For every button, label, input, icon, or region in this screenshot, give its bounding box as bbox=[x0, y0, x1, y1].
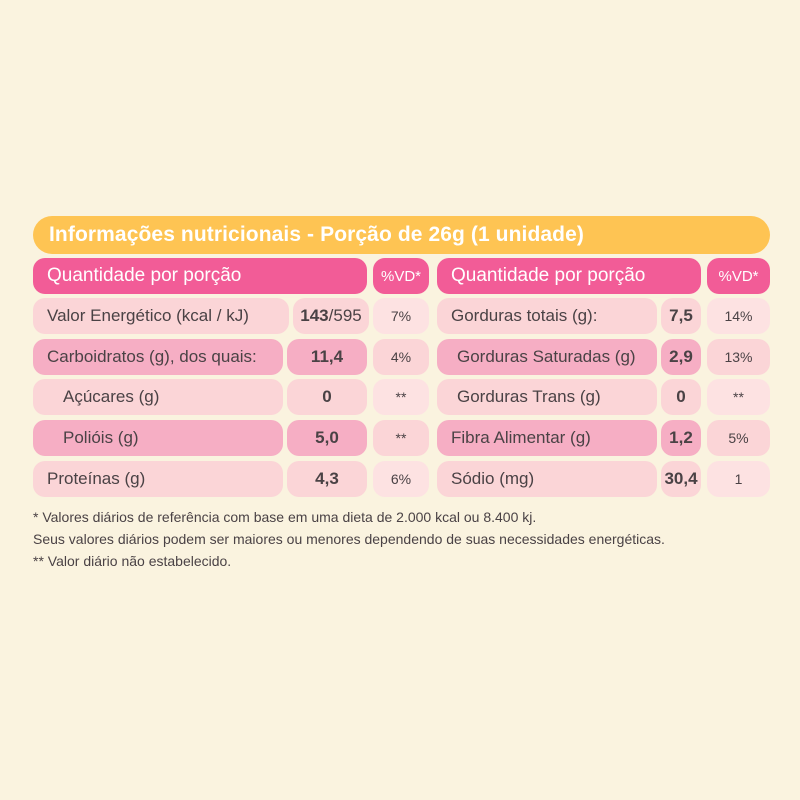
table-row-value: 143/595 bbox=[293, 298, 369, 334]
table-row-vd: 6% bbox=[373, 461, 429, 497]
footnotes: * Valores diários de referência com base… bbox=[33, 506, 773, 572]
table-row-label: Sódio (mg) bbox=[437, 461, 657, 497]
table-row-value: 2,9 bbox=[661, 339, 701, 375]
value-rest: /595 bbox=[328, 306, 362, 325]
table-row-label: Polióis (g) bbox=[33, 420, 283, 456]
table-title: Informações nutricionais - Porção de 26g… bbox=[33, 216, 770, 254]
value-bold: 143 bbox=[300, 306, 329, 325]
right-header-vd: %VD* bbox=[707, 258, 770, 294]
table-row-value: 7,5 bbox=[661, 298, 701, 334]
table-row-vd: 7% bbox=[373, 298, 429, 334]
table-row-label: Gorduras totais (g): bbox=[437, 298, 657, 334]
table-row-value: 0 bbox=[287, 379, 367, 415]
table-row-label: Açúcares (g) bbox=[33, 379, 283, 415]
right-header-label: Quantidade por porção bbox=[437, 258, 701, 294]
table-row-vd: ** bbox=[707, 379, 770, 415]
table-row-vd: ** bbox=[373, 379, 429, 415]
table-row-label: Gorduras Saturadas (g) bbox=[437, 339, 657, 375]
table-row-vd: 4% bbox=[373, 339, 429, 375]
table-row-label: Proteínas (g) bbox=[33, 461, 283, 497]
table-row-vd: 13% bbox=[707, 339, 770, 375]
table-row-label: Valor Energético (kcal / kJ) bbox=[33, 298, 289, 334]
footnote-line: * Valores diários de referência com base… bbox=[33, 509, 537, 525]
table-row-label: Carboidratos (g), dos quais: bbox=[33, 339, 283, 375]
table-row-vd: 1 bbox=[707, 461, 770, 497]
table-row-value: 5,0 bbox=[287, 420, 367, 456]
left-header-vd: %VD* bbox=[373, 258, 429, 294]
table-row-label: Fibra Alimentar (g) bbox=[437, 420, 657, 456]
footnote-line: Seus valores diários podem ser maiores o… bbox=[33, 531, 665, 547]
table-row-label: Gorduras Trans (g) bbox=[437, 379, 657, 415]
table-row-vd: 5% bbox=[707, 420, 770, 456]
table-row-value: 4,3 bbox=[287, 461, 367, 497]
left-header-label: Quantidade por porção bbox=[33, 258, 367, 294]
table-row-value: 11,4 bbox=[287, 339, 367, 375]
footnote-line: ** Valor diário não estabelecido. bbox=[33, 553, 232, 569]
table-row-vd: 14% bbox=[707, 298, 770, 334]
table-row-vd: ** bbox=[373, 420, 429, 456]
table-row-value: 1,2 bbox=[661, 420, 701, 456]
table-row-value: 30,4 bbox=[661, 461, 701, 497]
table-row-value: 0 bbox=[661, 379, 701, 415]
